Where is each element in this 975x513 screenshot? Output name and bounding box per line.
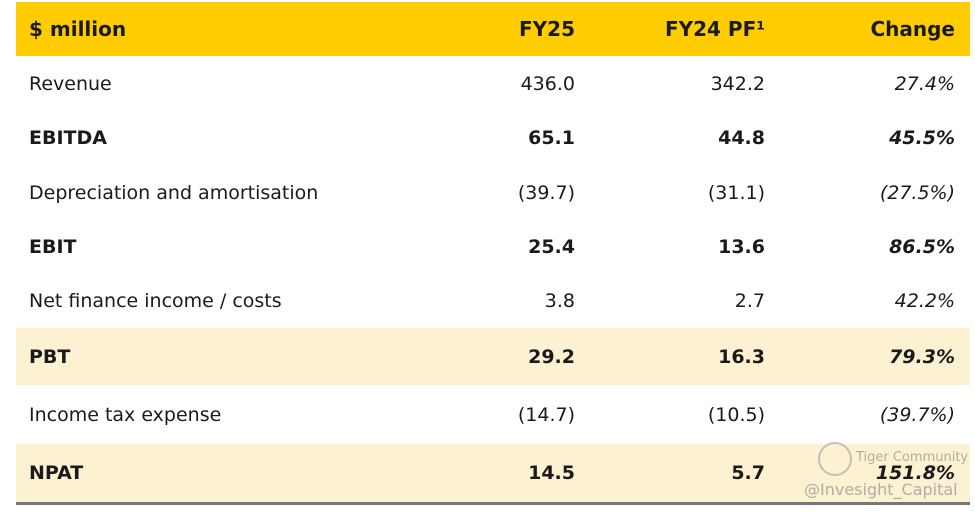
table-row-ebit: EBIT 25.4 13.6 86.5% <box>16 220 970 274</box>
table-row-ebitda: EBITDA 65.1 44.8 45.5% <box>16 111 970 165</box>
cell-fy25: (39.7) <box>517 181 575 204</box>
cell-fy24: 13.6 <box>718 236 765 258</box>
cell-fy24: 16.3 <box>718 345 765 368</box>
cell-fy25: 436.0 <box>520 72 575 95</box>
cell-fy24: (31.1) <box>707 181 765 204</box>
cell-change: 42.2% <box>894 290 955 312</box>
cell-fy25: 14.5 <box>528 462 575 484</box>
cell-change: 79.3% <box>889 345 955 368</box>
cell-change: 86.5% <box>889 236 955 258</box>
cell-fy25: 25.4 <box>528 236 575 258</box>
table-row-revenue: Revenue 436.0 342.2 27.4% <box>16 56 970 111</box>
row-label: Depreciation and amortisation <box>29 181 319 204</box>
cell-fy25: 65.1 <box>528 127 575 149</box>
cell-fy24: (10.5) <box>707 403 765 426</box>
table-header: $ million FY25 FY24 PF¹ Change <box>16 2 970 56</box>
row-label: PBT <box>29 345 71 368</box>
cell-fy25: 3.8 <box>544 290 575 312</box>
financial-table: $ million FY25 FY24 PF¹ Change Revenue 4… <box>16 2 970 505</box>
cell-change: (39.7%) <box>879 403 955 426</box>
cell-change: (27.5%) <box>879 181 955 204</box>
cell-change: 27.4% <box>894 72 955 95</box>
cell-fy25: 29.2 <box>528 345 575 368</box>
row-label: NPAT <box>29 462 84 484</box>
cell-fy24: 342.2 <box>710 72 765 95</box>
cell-fy24: 2.7 <box>734 290 765 312</box>
table-row-net-finance: Net finance income / costs 3.8 2.7 42.2% <box>16 274 970 328</box>
header-unit: $ million <box>29 17 127 41</box>
header-fy25: FY25 <box>519 17 575 41</box>
cell-fy24: 44.8 <box>718 127 765 149</box>
table-row-income-tax: Income tax expense (14.7) (10.5) (39.7%) <box>16 385 970 444</box>
table-bottom-border <box>16 502 970 505</box>
row-label: Revenue <box>29 72 112 95</box>
cell-fy24: 5.7 <box>731 462 765 484</box>
row-label: EBIT <box>29 236 77 258</box>
table-row-npat: NPAT 14.5 5.7 151.8% <box>16 444 970 502</box>
cell-change: 151.8% <box>875 462 955 484</box>
cell-fy25: (14.7) <box>517 403 575 426</box>
cell-change: 45.5% <box>889 127 955 149</box>
table-row-pbt: PBT 29.2 16.3 79.3% <box>16 328 970 385</box>
header-fy24: FY24 PF¹ <box>664 17 765 41</box>
row-label: EBITDA <box>29 127 107 149</box>
row-label: Income tax expense <box>29 403 222 426</box>
table-row-da: Depreciation and amortisation (39.7) (31… <box>16 165 970 220</box>
header-change: Change <box>870 17 955 41</box>
row-label: Net finance income / costs <box>29 290 282 312</box>
